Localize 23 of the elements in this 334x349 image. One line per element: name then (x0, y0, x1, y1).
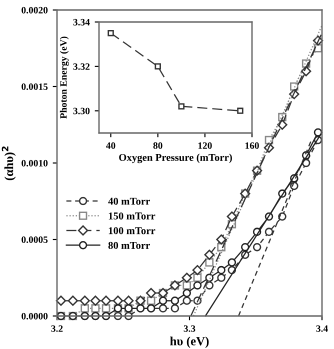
x-tick-label: 3.3 (184, 325, 196, 332)
y-tick-label: 0.0000 (22, 312, 48, 320)
x-axis-title: hυ (eV) (170, 336, 209, 348)
y-tick-label: 0.0020 (22, 6, 48, 14)
legend-label: 100 mTorr (108, 227, 156, 234)
y-tick-label: 3.30 (73, 108, 90, 114)
x-tick-label: 40 (106, 142, 116, 149)
y-axis-title: (αhυ)$^{2}$ (2, 146, 16, 180)
y-tick-label: 0.0010 (22, 160, 48, 167)
legend-label: 150 mTorr (108, 212, 156, 220)
legend-label: 80 mTorr (108, 242, 150, 249)
y-tick-label: 0.0015 (22, 83, 48, 90)
x-axis-title: Oxygen Pressure (mTorr) (119, 154, 232, 164)
y-tick-label: 0.0005 (22, 236, 48, 244)
x-tick-label: 80 (153, 142, 162, 149)
x-tick-label: 3.2 (51, 325, 63, 332)
y-axis-title: Photon Energy (eV) (60, 36, 69, 119)
legend-label: 40 mTorr (108, 198, 150, 205)
x-tick-label: 160 (245, 142, 259, 149)
x-tick-label: 3.4 (316, 325, 328, 332)
x-tick-label: 120 (198, 142, 212, 149)
y-tick-label: 3.34 (73, 18, 90, 26)
y-tick-label: 3.32 (73, 63, 90, 70)
